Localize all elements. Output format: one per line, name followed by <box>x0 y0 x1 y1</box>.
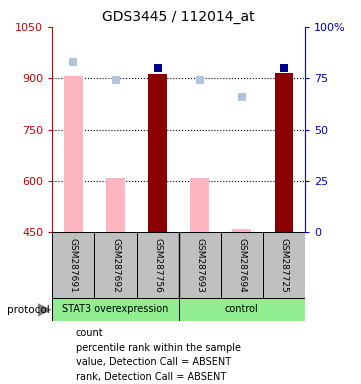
Text: protocol: protocol <box>7 305 50 315</box>
Text: count: count <box>76 328 104 338</box>
Bar <box>52 232 95 298</box>
Bar <box>221 232 263 298</box>
Bar <box>106 178 125 232</box>
Bar <box>52 298 179 321</box>
Bar <box>179 232 221 298</box>
Bar <box>232 229 251 232</box>
Text: GSM287694: GSM287694 <box>238 238 246 292</box>
Bar <box>148 74 167 232</box>
Bar <box>179 298 305 321</box>
Text: control: control <box>225 304 259 314</box>
Text: STAT3 overexpression: STAT3 overexpression <box>62 304 169 314</box>
Text: GSM287725: GSM287725 <box>279 238 288 292</box>
Bar <box>95 232 136 298</box>
Bar <box>274 73 293 232</box>
Bar <box>136 232 179 298</box>
Bar <box>263 232 305 298</box>
Text: GSM287693: GSM287693 <box>195 238 204 292</box>
Polygon shape <box>38 303 52 316</box>
Bar <box>64 76 83 232</box>
Text: GSM287691: GSM287691 <box>69 238 78 292</box>
Text: rank, Detection Call = ABSENT: rank, Detection Call = ABSENT <box>76 372 226 382</box>
Bar <box>190 178 209 232</box>
Title: GDS3445 / 112014_at: GDS3445 / 112014_at <box>103 10 255 25</box>
Text: GSM287692: GSM287692 <box>111 238 120 292</box>
Text: value, Detection Call = ABSENT: value, Detection Call = ABSENT <box>76 358 231 367</box>
Text: percentile rank within the sample: percentile rank within the sample <box>76 343 241 353</box>
Text: GSM287756: GSM287756 <box>153 238 162 292</box>
